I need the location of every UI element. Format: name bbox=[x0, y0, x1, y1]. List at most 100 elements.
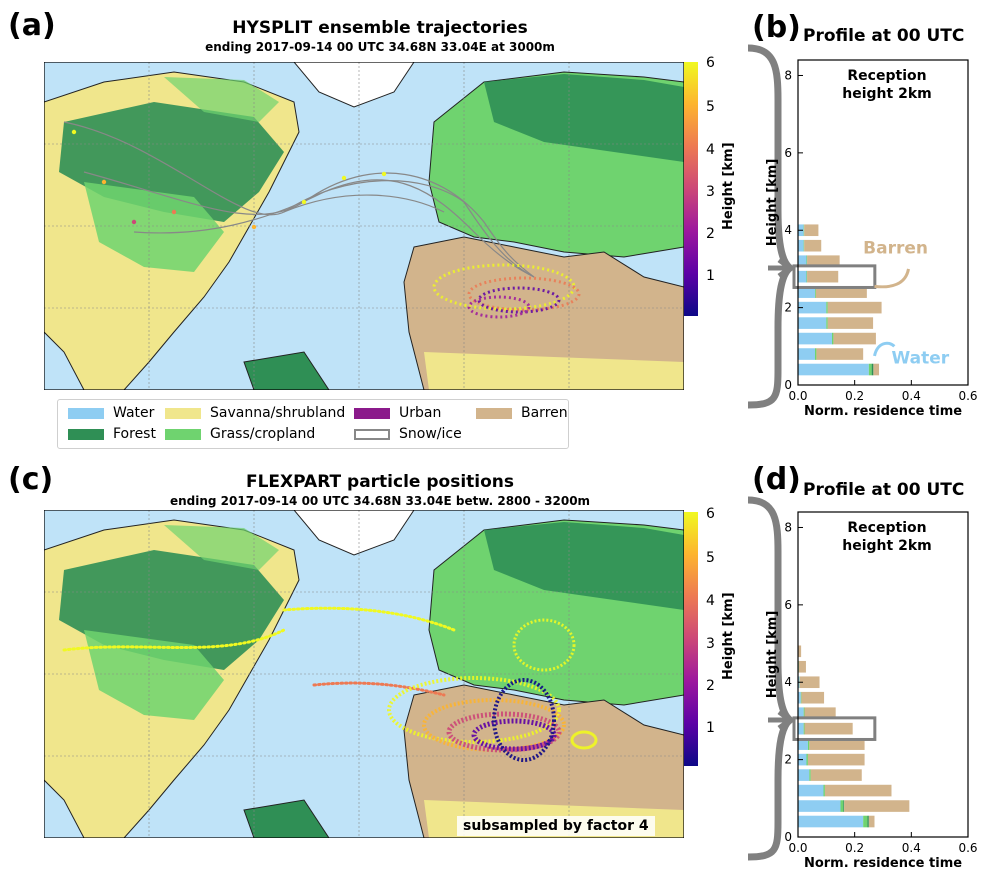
profile-bar bbox=[798, 301, 827, 314]
profile-bar bbox=[844, 800, 910, 812]
axes-frame bbox=[797, 59, 969, 386]
profile-bar bbox=[798, 255, 807, 267]
panel-a-subtitle: ending 2017-09-14 00 UTC 34.68N 33.04E a… bbox=[205, 40, 555, 54]
profile-bar bbox=[863, 815, 868, 828]
colorbar-a bbox=[684, 62, 698, 316]
y-tick-label: 8 bbox=[784, 520, 792, 534]
profile-bar bbox=[804, 722, 853, 735]
profile-bar bbox=[826, 317, 828, 329]
reception-height-annotation: Reception bbox=[847, 520, 926, 536]
cb-a-tick: 3 bbox=[706, 184, 715, 200]
landcover-legend: Water Forest Savanna/shrubland Grass/cro… bbox=[57, 399, 569, 449]
profile-bar bbox=[798, 317, 827, 329]
y-tick-label: 2 bbox=[784, 753, 792, 767]
profile-bar bbox=[807, 270, 839, 283]
legend-item-water: Water bbox=[68, 405, 154, 421]
panel-label-b: (b) bbox=[752, 10, 801, 45]
x-tick-label: 0.6 bbox=[958, 841, 977, 855]
reception-height-annotation: height 2km bbox=[842, 86, 931, 102]
profile-bar bbox=[815, 286, 816, 298]
panel-b-title: Profile at 00 UTC bbox=[803, 26, 965, 46]
x-tick-label: 0.4 bbox=[902, 389, 921, 403]
cb-c-tick: 3 bbox=[706, 636, 715, 652]
x-tick-label: 0.2 bbox=[845, 841, 864, 855]
legend-item-urban: Urban bbox=[354, 405, 441, 421]
profile-bar bbox=[798, 815, 864, 828]
x-tick-label: 0.4 bbox=[902, 841, 921, 855]
legend-item-barren: Barren bbox=[476, 405, 568, 421]
y-tick-label: 0 bbox=[784, 830, 792, 844]
x-tick-label: 0.0 bbox=[788, 389, 807, 403]
profile-bar bbox=[798, 784, 824, 797]
profile-bar bbox=[799, 676, 820, 689]
profile-bar bbox=[798, 363, 869, 376]
axes-frame bbox=[797, 511, 969, 838]
profile-bar bbox=[800, 691, 802, 704]
profile-bar bbox=[798, 691, 801, 704]
profile-b-chart: 0.0 0.2 0.4 0.6 0 2 4 6 8 Norm. residence time Hei… bbox=[765, 59, 978, 419]
y-axis-label: Height [km] bbox=[765, 611, 780, 699]
profile-bar bbox=[806, 255, 808, 267]
profile-bar bbox=[806, 270, 808, 283]
reception-height-annotation: Reception bbox=[847, 68, 926, 84]
profile-bar bbox=[824, 784, 892, 797]
profile-bar bbox=[871, 363, 874, 376]
profile-bar bbox=[798, 332, 832, 345]
panel-d-title: Profile at 00 UTC bbox=[803, 480, 965, 500]
profile-bar bbox=[798, 239, 804, 252]
reception-highlight-box bbox=[792, 264, 877, 289]
y-axis-label: Height [km] bbox=[765, 159, 780, 247]
profile-bar bbox=[798, 722, 804, 735]
reception-height-annotation: height 2km bbox=[842, 538, 931, 554]
brace-b bbox=[747, 44, 796, 409]
profile-bar bbox=[804, 239, 822, 252]
y-tick-label: 4 bbox=[784, 223, 792, 237]
panel-label-d: (d) bbox=[752, 462, 801, 497]
barren-callout-arrow bbox=[874, 268, 910, 289]
profile-bar bbox=[827, 317, 874, 329]
legend-item-forest: Forest bbox=[68, 426, 156, 442]
x-tick-label: 0.0 bbox=[788, 841, 807, 855]
panel-label-c: (c) bbox=[8, 462, 54, 497]
colorbar-c bbox=[684, 512, 698, 766]
profile-bar bbox=[798, 270, 807, 283]
legend-item-grass: Grass/cropland bbox=[165, 426, 315, 442]
x-axis-label: Norm. residence time bbox=[804, 404, 962, 419]
cb-a-tick: 4 bbox=[706, 142, 715, 158]
x-tick-label: 0.6 bbox=[958, 389, 977, 403]
profile-bar bbox=[798, 800, 841, 812]
brace-d bbox=[747, 496, 796, 861]
cb-a-tick: 2 bbox=[706, 226, 715, 242]
profile-bar bbox=[807, 255, 840, 267]
subsample-note: subsampled by factor 4 bbox=[457, 816, 655, 836]
cb-a-tick: 5 bbox=[706, 99, 715, 115]
profile-bar bbox=[798, 769, 810, 781]
profile-bar bbox=[803, 707, 805, 719]
profile-bar bbox=[806, 753, 808, 766]
y-tick-label: 6 bbox=[784, 598, 792, 612]
profile-bar bbox=[803, 722, 805, 735]
cb-c-tick: 1 bbox=[706, 720, 715, 736]
profile-bar bbox=[798, 286, 815, 298]
profile-bar bbox=[798, 707, 804, 719]
profile-bar bbox=[868, 363, 872, 376]
profile-bar bbox=[807, 753, 865, 766]
profile-bar bbox=[798, 660, 806, 673]
cb-c-tick: 5 bbox=[706, 550, 715, 566]
y-tick-label: 0 bbox=[784, 378, 792, 392]
panel-label-a: (a) bbox=[8, 8, 56, 43]
cb-a-tick: 1 bbox=[706, 268, 715, 284]
reception-highlight-box bbox=[792, 716, 877, 741]
profile-bar bbox=[827, 301, 882, 314]
profile-bar bbox=[815, 348, 817, 360]
x-tick-label: 0.2 bbox=[845, 389, 864, 403]
map-a bbox=[44, 62, 684, 390]
y-tick-label: 4 bbox=[784, 675, 792, 689]
x-axis-label: Norm. residence time bbox=[804, 856, 962, 871]
profile-bar bbox=[810, 769, 862, 781]
profile-bar bbox=[840, 800, 844, 812]
panel-a-title: HYSPLIT ensemble trajectories bbox=[232, 18, 528, 38]
cb-c-tick: 6 bbox=[706, 506, 715, 522]
profile-bar bbox=[807, 738, 810, 750]
y-tick-label: 2 bbox=[784, 301, 792, 315]
